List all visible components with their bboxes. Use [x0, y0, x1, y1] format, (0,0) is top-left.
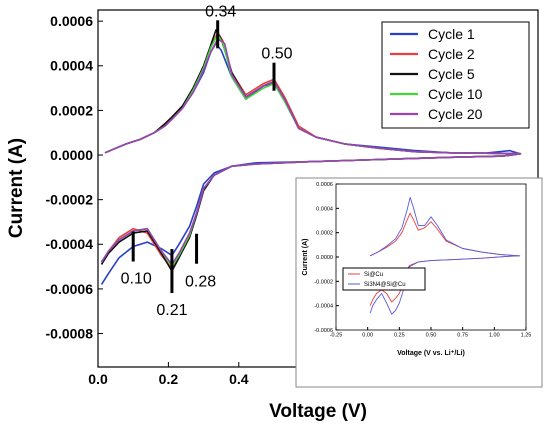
main-legend-label: Cycle 2: [428, 46, 475, 62]
main-x-tick-label: 0.2: [159, 371, 179, 387]
inset-series-group: [369, 196, 521, 315]
inset-x-tick-label: 0.50: [426, 333, 437, 339]
annotation-label: 0.28: [185, 274, 216, 291]
main-y-tick-label: 0.0000: [50, 147, 93, 163]
main-series-line-5: [100, 38, 522, 266]
inset-y-tick-label: -0.0002: [314, 279, 333, 285]
inset-x-tick-label: -0.25: [330, 333, 343, 339]
inset-y-tick-label: 0.0006: [316, 182, 333, 188]
inset-x-tick-label: 0.75: [457, 333, 468, 339]
main-y-tick-label: -0.0004: [46, 236, 94, 252]
annotation-label: 0.21: [156, 302, 187, 319]
main-legend-label: Cycle 10: [428, 86, 483, 102]
inset-x-tick-label: 0.00: [362, 333, 373, 339]
main-y-tick-label: 0.0002: [50, 102, 93, 118]
inset-y-axis-label: Current (A): [302, 239, 309, 276]
inset-legend-box: [342, 267, 426, 291]
inset-y-tick-label: 0.0000: [316, 255, 333, 261]
inset-legend-label: Si3N4@Si@Cu: [364, 282, 406, 288]
inset-x-tick-label: 1.00: [489, 333, 500, 339]
main-legend-label: Cycle 1: [428, 26, 475, 42]
inset-y-tick-label: 0.0002: [316, 231, 333, 237]
main-y-tick-label: -0.0006: [46, 281, 94, 297]
inset-x-axis-label: Voltage (V vs. Li⁺/Li): [397, 350, 465, 357]
main-x-tick-label: 0.4: [229, 371, 249, 387]
annotation-label: 0.50: [261, 46, 292, 63]
inset-y-tick-label: 0.0004: [316, 206, 333, 212]
inset-legend: Si@Cu Si3N4@Si@Cu: [342, 267, 426, 291]
main-y-tick-label: 0.0006: [50, 13, 93, 29]
main-y-tick-label: -0.0008: [46, 325, 94, 341]
main-annotations: 0.34 0.50 0.100.21 0.28: [121, 3, 293, 319]
inset-y-tick-label: -0.0006: [314, 328, 333, 334]
main-x-tick-label: 0.0: [88, 371, 108, 387]
main-chart: -0.0008 -0.0006 -0.0004 -0.0002 0.0000 0.0002…: [6, 3, 539, 422]
main-y-tick-label: 0.0004: [50, 58, 93, 74]
main-legend-label: Cycle 20: [428, 106, 483, 122]
main-y-ticks: -0.0008 -0.0006 -0.0004 -0.0002 0.0000 0.0002…: [46, 13, 103, 341]
inset-x-tick-label: 0.25: [394, 333, 405, 339]
main-x-axis-label: Voltage (V): [269, 401, 367, 422]
main-y-tick-label: -0.0002: [46, 192, 94, 208]
annotation-label: 0.10: [121, 271, 152, 288]
main-legend: Cycle 1 Cycle 2 Cycle 5 Cycle 10 Cycle 20: [381, 21, 530, 129]
main-y-axis-label: Current (A): [6, 138, 27, 238]
annotation-label: 0.34: [205, 3, 236, 20]
main-legend-label: Cycle 5: [428, 66, 475, 82]
main-series-group: [100, 29, 522, 285]
inset-y-tick-label: -0.0004: [314, 304, 333, 310]
inset-y-ticks: -0.0006 -0.0004 -0.0002 0.0000 0.0002 0.0004 0…: [314, 182, 339, 334]
inset-series-line-2: [369, 196, 521, 315]
inset-chart: -0.0006 -0.0004 -0.0002 0.0000 0.0002 0.0004 0…: [295, 177, 543, 388]
inset-x-ticks: -0.25 0.00 0.25 0.50 0.75 1.00 1.25: [330, 327, 532, 339]
inset-legend-label: Si@Cu: [364, 272, 383, 278]
inset-x-tick-label: 1.25: [521, 333, 532, 339]
